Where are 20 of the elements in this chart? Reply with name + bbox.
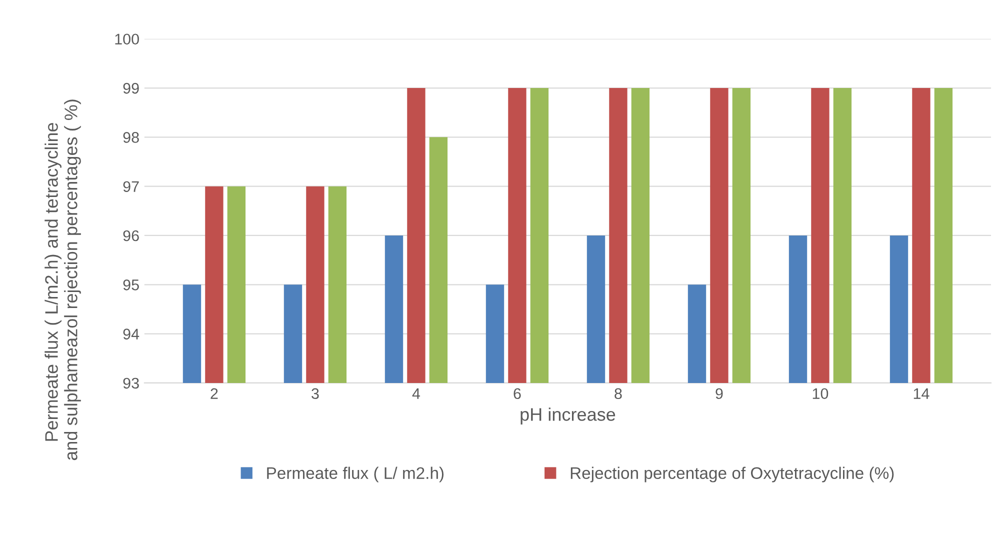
y-tick-label: 95	[123, 280, 139, 290]
x-tick-label: 2	[210, 388, 218, 399]
x-tick-label: 6	[514, 388, 521, 400]
legend-label: Rejection percentage of Oxytetracycline (%)	[570, 466, 894, 482]
y-tick-label: 97	[123, 181, 139, 192]
x-tick-label: 8	[614, 388, 622, 400]
y-axis-title: Permeate flux ( L/m2.h) and tetracycline and sulphameazol rejection percentages ( %)	[44, 100, 81, 460]
x-axis-title: pH increase	[520, 408, 616, 424]
x-tick-label: 4	[412, 388, 420, 399]
x-tick-label: 9	[716, 388, 723, 400]
y-tick-label: 99	[123, 82, 139, 94]
y-tick-label: 93	[123, 378, 139, 389]
y-tick-label: 98	[123, 132, 139, 143]
x-tick-label: 14	[914, 388, 930, 399]
y-tick-label: 94	[123, 328, 140, 340]
legend-label: Permeate flux ( L/ m2.h)	[267, 466, 444, 482]
x-tick-label: 10	[812, 388, 828, 400]
y-tick-label: 96	[123, 230, 139, 242]
x-tick-label: 3	[312, 388, 319, 400]
y-tick-label: 100	[115, 34, 139, 45]
